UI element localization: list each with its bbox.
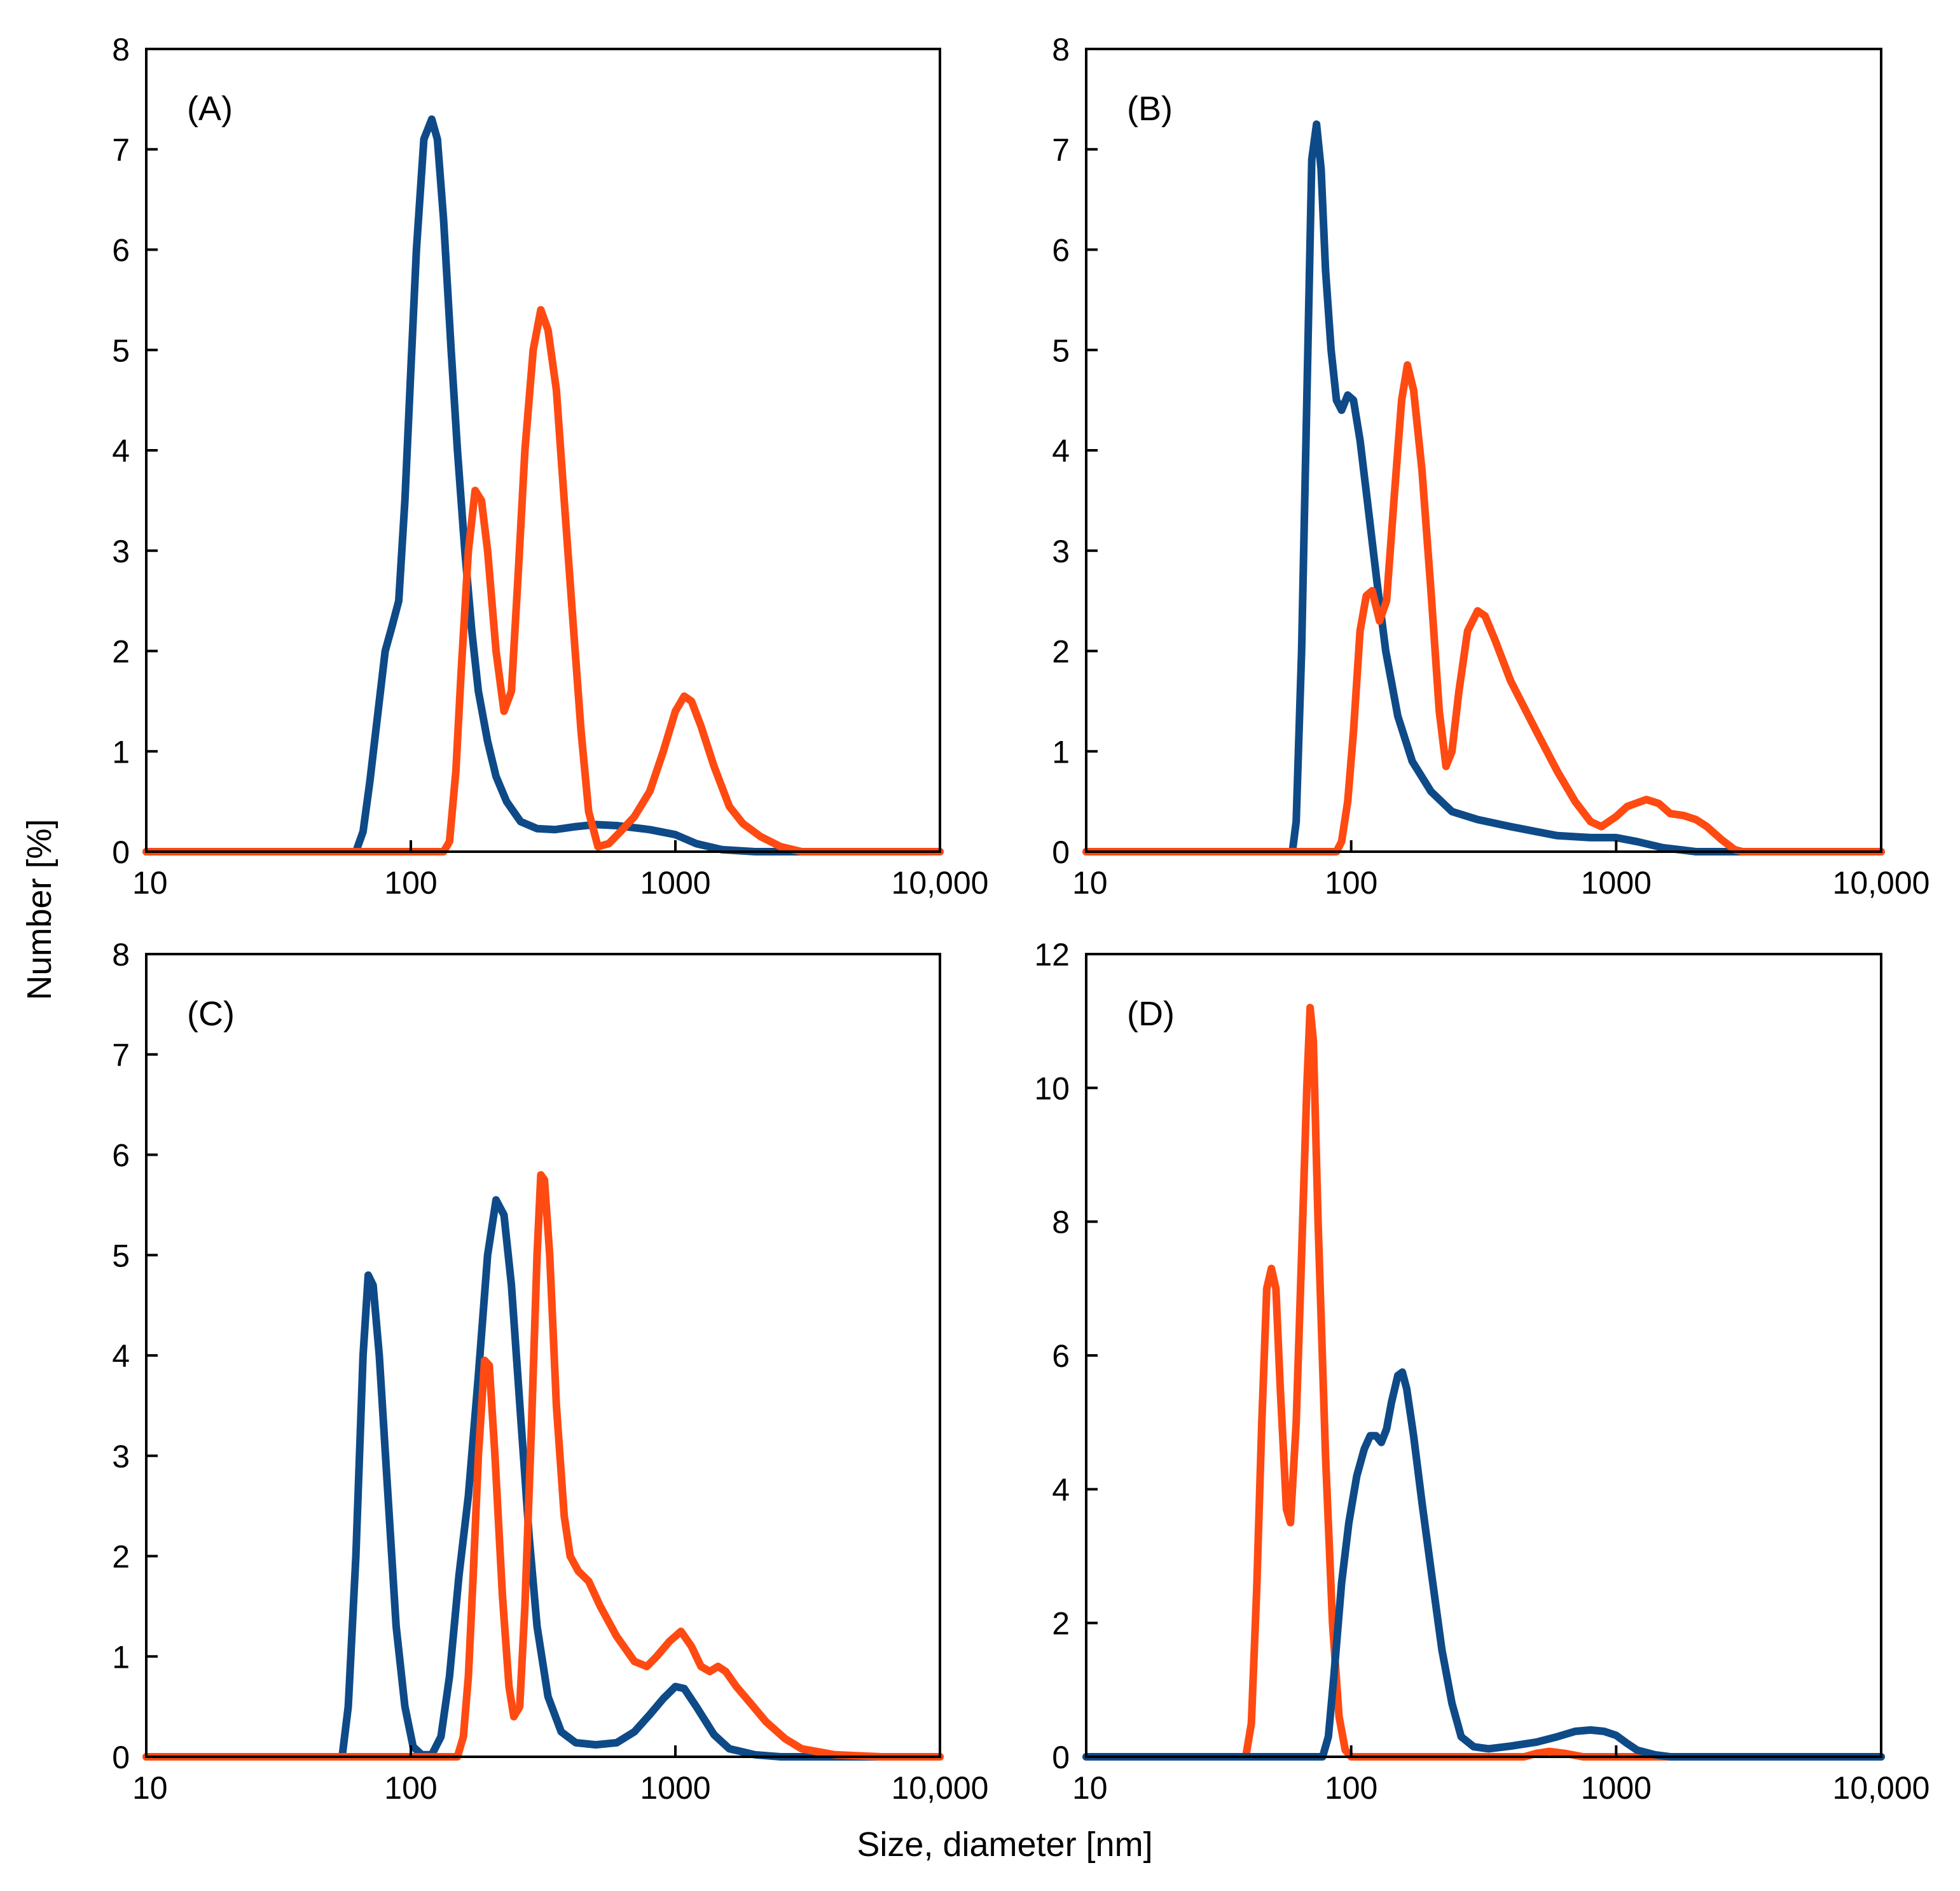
panel-c-series-blue-line	[142, 1196, 944, 1761]
panel-c-ytick-label-0: 0	[112, 1740, 130, 1775]
x-axis-title: Size, diameter [nm]	[857, 1825, 1152, 1864]
panel-d-xtick-label-10000: 10,000	[1833, 1770, 1930, 1806]
panel-c-frame	[145, 953, 941, 1758]
panel-c-ytick-label-7: 7	[112, 1037, 130, 1073]
panel-a-series-blue-line	[142, 115, 944, 855]
panel-b-xtick-label-100: 100	[1325, 865, 1377, 901]
panel-d-xtick-label-10: 10	[1072, 1770, 1108, 1806]
panel-b: 0 1 2 3 4 5 6 7 8 10 100 1000 10,000 (B)	[1052, 32, 1929, 901]
panel-b-ytick-label-5: 5	[1052, 333, 1070, 368]
panel-c-ytick-label-8: 8	[112, 937, 130, 973]
panel-b-frame	[1085, 48, 1882, 853]
panel-b-ytick-label-3: 3	[1052, 534, 1070, 569]
panel-c-ytick-label-1: 1	[112, 1639, 130, 1675]
panel-d-ytick-label-12: 12	[1034, 937, 1070, 973]
panel-c: 0 1 2 3 4 5 6 7 8 10 100 1000 10,000 (C)	[112, 937, 988, 1806]
panel-b-series-orange-line	[1082, 361, 1885, 855]
panel-d-ytick-label-2: 2	[1052, 1606, 1070, 1642]
panel-a-ytick-label-8: 8	[112, 32, 130, 67]
panel-b-ytick-label-6: 6	[1052, 233, 1070, 268]
panel-c-xtick-label-10000: 10,000	[892, 1770, 989, 1806]
panel-b-xtick-label-10: 10	[1072, 865, 1108, 901]
panel-a-xtick-label-100: 100	[384, 865, 437, 901]
panel-a-xtick-label-1000: 1000	[640, 865, 710, 901]
panel-b-label: (B)	[1127, 90, 1173, 128]
panel-a-series-orange-line	[142, 306, 944, 855]
panel-a-label: (A)	[187, 90, 233, 128]
panel-d-series-orange-line	[1082, 1004, 1885, 1761]
panel-b-xtick-label-10000: 10,000	[1833, 865, 1930, 901]
panel-d-ytick-label-8: 8	[1052, 1205, 1070, 1240]
panel-a-ytick-label-5: 5	[112, 333, 130, 368]
panel-b-ytick-label-2: 2	[1052, 634, 1070, 670]
panel-d-series-blue-line	[1082, 1368, 1885, 1761]
panel-b-ytick-label-4: 4	[1052, 433, 1070, 469]
panel-c-ytick-label-6: 6	[112, 1138, 130, 1174]
panel-a-ytick-label-1: 1	[112, 734, 130, 770]
panel-c-series-orange-line	[142, 1171, 944, 1761]
panel-c-xtick-label-10: 10	[132, 1770, 168, 1806]
panel-d-label: (D)	[1127, 995, 1175, 1033]
panel-d: 0 2 4 6 8 10 12 10 100 1000 10,000 (D)	[1034, 937, 1929, 1806]
panel-d-ytick-label-4: 4	[1052, 1472, 1070, 1507]
panel-c-xtick-label-1000: 1000	[640, 1770, 710, 1806]
panel-b-ytick-label-1: 1	[1052, 734, 1070, 770]
panel-a-xtick-label-10000: 10,000	[892, 865, 989, 901]
panel-c-ytick-label-2: 2	[112, 1539, 130, 1575]
panel-d-xtick-label-1000: 1000	[1581, 1770, 1652, 1806]
panel-a-frame	[145, 48, 941, 853]
panel-d-ytick-label-10: 10	[1034, 1070, 1070, 1106]
panel-d-ytick-label-0: 0	[1052, 1740, 1070, 1775]
panel-b-ytick-label-0: 0	[1052, 835, 1070, 870]
panel-a-ytick-label-3: 3	[112, 534, 130, 569]
panel-b-series-blue-line	[1082, 120, 1885, 855]
panel-a-ytick-label-4: 4	[112, 433, 130, 469]
panel-c-ytick-label-4: 4	[112, 1338, 130, 1374]
panel-d-xtick-label-100: 100	[1325, 1770, 1377, 1806]
y-axis-title: Number [%]	[20, 819, 59, 1000]
panel-a-ytick-label-2: 2	[112, 634, 130, 670]
panel-a-ytick-label-6: 6	[112, 233, 130, 268]
panel-b-ytick-label-7: 7	[1052, 132, 1070, 168]
panel-b-ytick-label-8: 8	[1052, 32, 1070, 67]
panel-a: 0 1 2 3 4 5 6 7 8 10 100 1000 10,000 (A)	[112, 32, 988, 901]
panel-a-ytick-label-0: 0	[112, 835, 130, 870]
panel-a-ytick-label-7: 7	[112, 132, 130, 168]
panel-d-frame	[1085, 953, 1882, 1758]
panel-b-xtick-label-1000: 1000	[1581, 865, 1652, 901]
panel-d-ytick-label-6: 6	[1052, 1338, 1070, 1374]
panel-c-ytick-label-3: 3	[112, 1439, 130, 1474]
panel-a-xtick-label-10: 10	[132, 865, 168, 901]
panel-c-xtick-label-100: 100	[384, 1770, 437, 1806]
panel-c-ytick-label-5: 5	[112, 1238, 130, 1273]
panel-c-label: (C)	[187, 995, 235, 1033]
